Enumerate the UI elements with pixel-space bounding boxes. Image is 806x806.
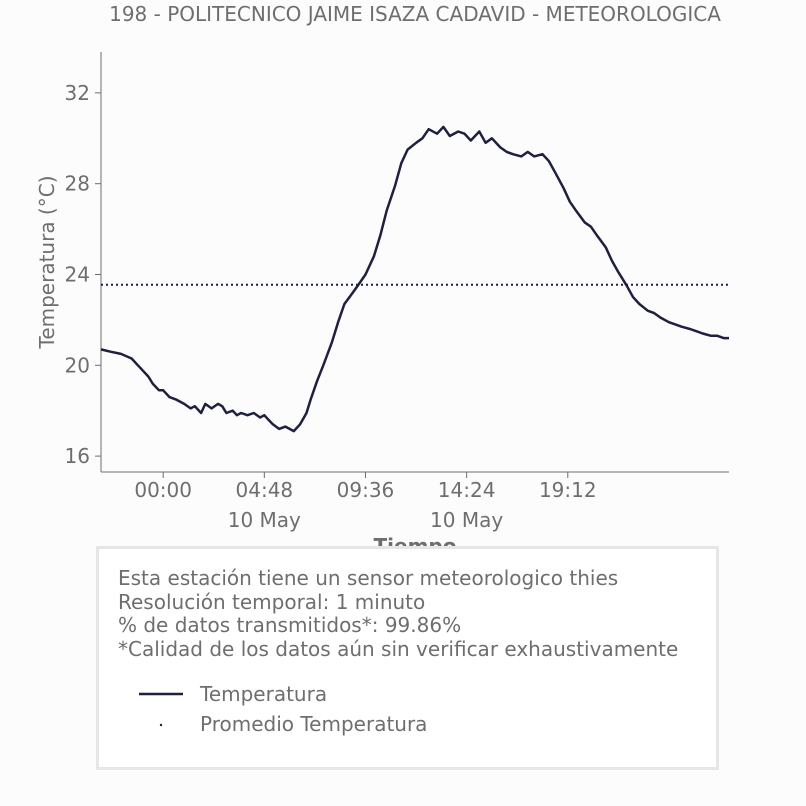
- x-tick-label: 00:00: [134, 478, 192, 502]
- y-tick-label: 20: [65, 353, 90, 377]
- plot-area: 16 20 24 28 32 00:00 04:48 10 May 09:36 14:24 10 M…: [65, 52, 729, 532]
- dotted-line-swatch: [159, 723, 163, 727]
- solid-line-swatch: [139, 692, 183, 696]
- temperature-series-line: [100, 125, 729, 433]
- info-sensor-line: Esta estación tiene un sensor meteorolog…: [118, 566, 619, 590]
- x-tick-label: 04:48: [236, 478, 294, 502]
- x-tick-label: 19:12: [539, 478, 597, 502]
- x-tick-date-label: 10 May: [430, 508, 503, 532]
- info-quality-line: *Calidad de los datos aún sin verificar …: [118, 636, 679, 661]
- info-box: Esta estación tiene un sensor meteorolog…: [96, 546, 719, 770]
- info-resolution-line: Resolución temporal: 1 minuto: [118, 589, 426, 614]
- info-transmitted-line: % de datos transmitidos*: 99.86%: [118, 613, 462, 637]
- y-tick-label: 28: [65, 172, 90, 196]
- legend-label-temperatura: Temperatura: [200, 682, 328, 706]
- legend-label-promedio: Promedio Temperatura: [200, 712, 428, 736]
- temperature-chart: 198 - POLITECNICO JAIME ISAZA CADAVID - …: [35, 2, 729, 558]
- station-info: Esta estación tiene un sensor meteorolog…: [118, 566, 679, 661]
- chart-title: 198 - POLITECNICO JAIME ISAZA CADAVID - …: [109, 2, 721, 26]
- x-tick-date-label: 10 May: [228, 508, 301, 532]
- y-axis-label: Temperatura (°C): [35, 175, 59, 349]
- y-tick-label: 32: [65, 81, 90, 105]
- x-tick-label: 14:24: [438, 478, 496, 502]
- x-tick-label: 09:36: [337, 478, 395, 502]
- y-tick-label: 24: [65, 262, 90, 286]
- y-tick-label: 16: [65, 444, 90, 468]
